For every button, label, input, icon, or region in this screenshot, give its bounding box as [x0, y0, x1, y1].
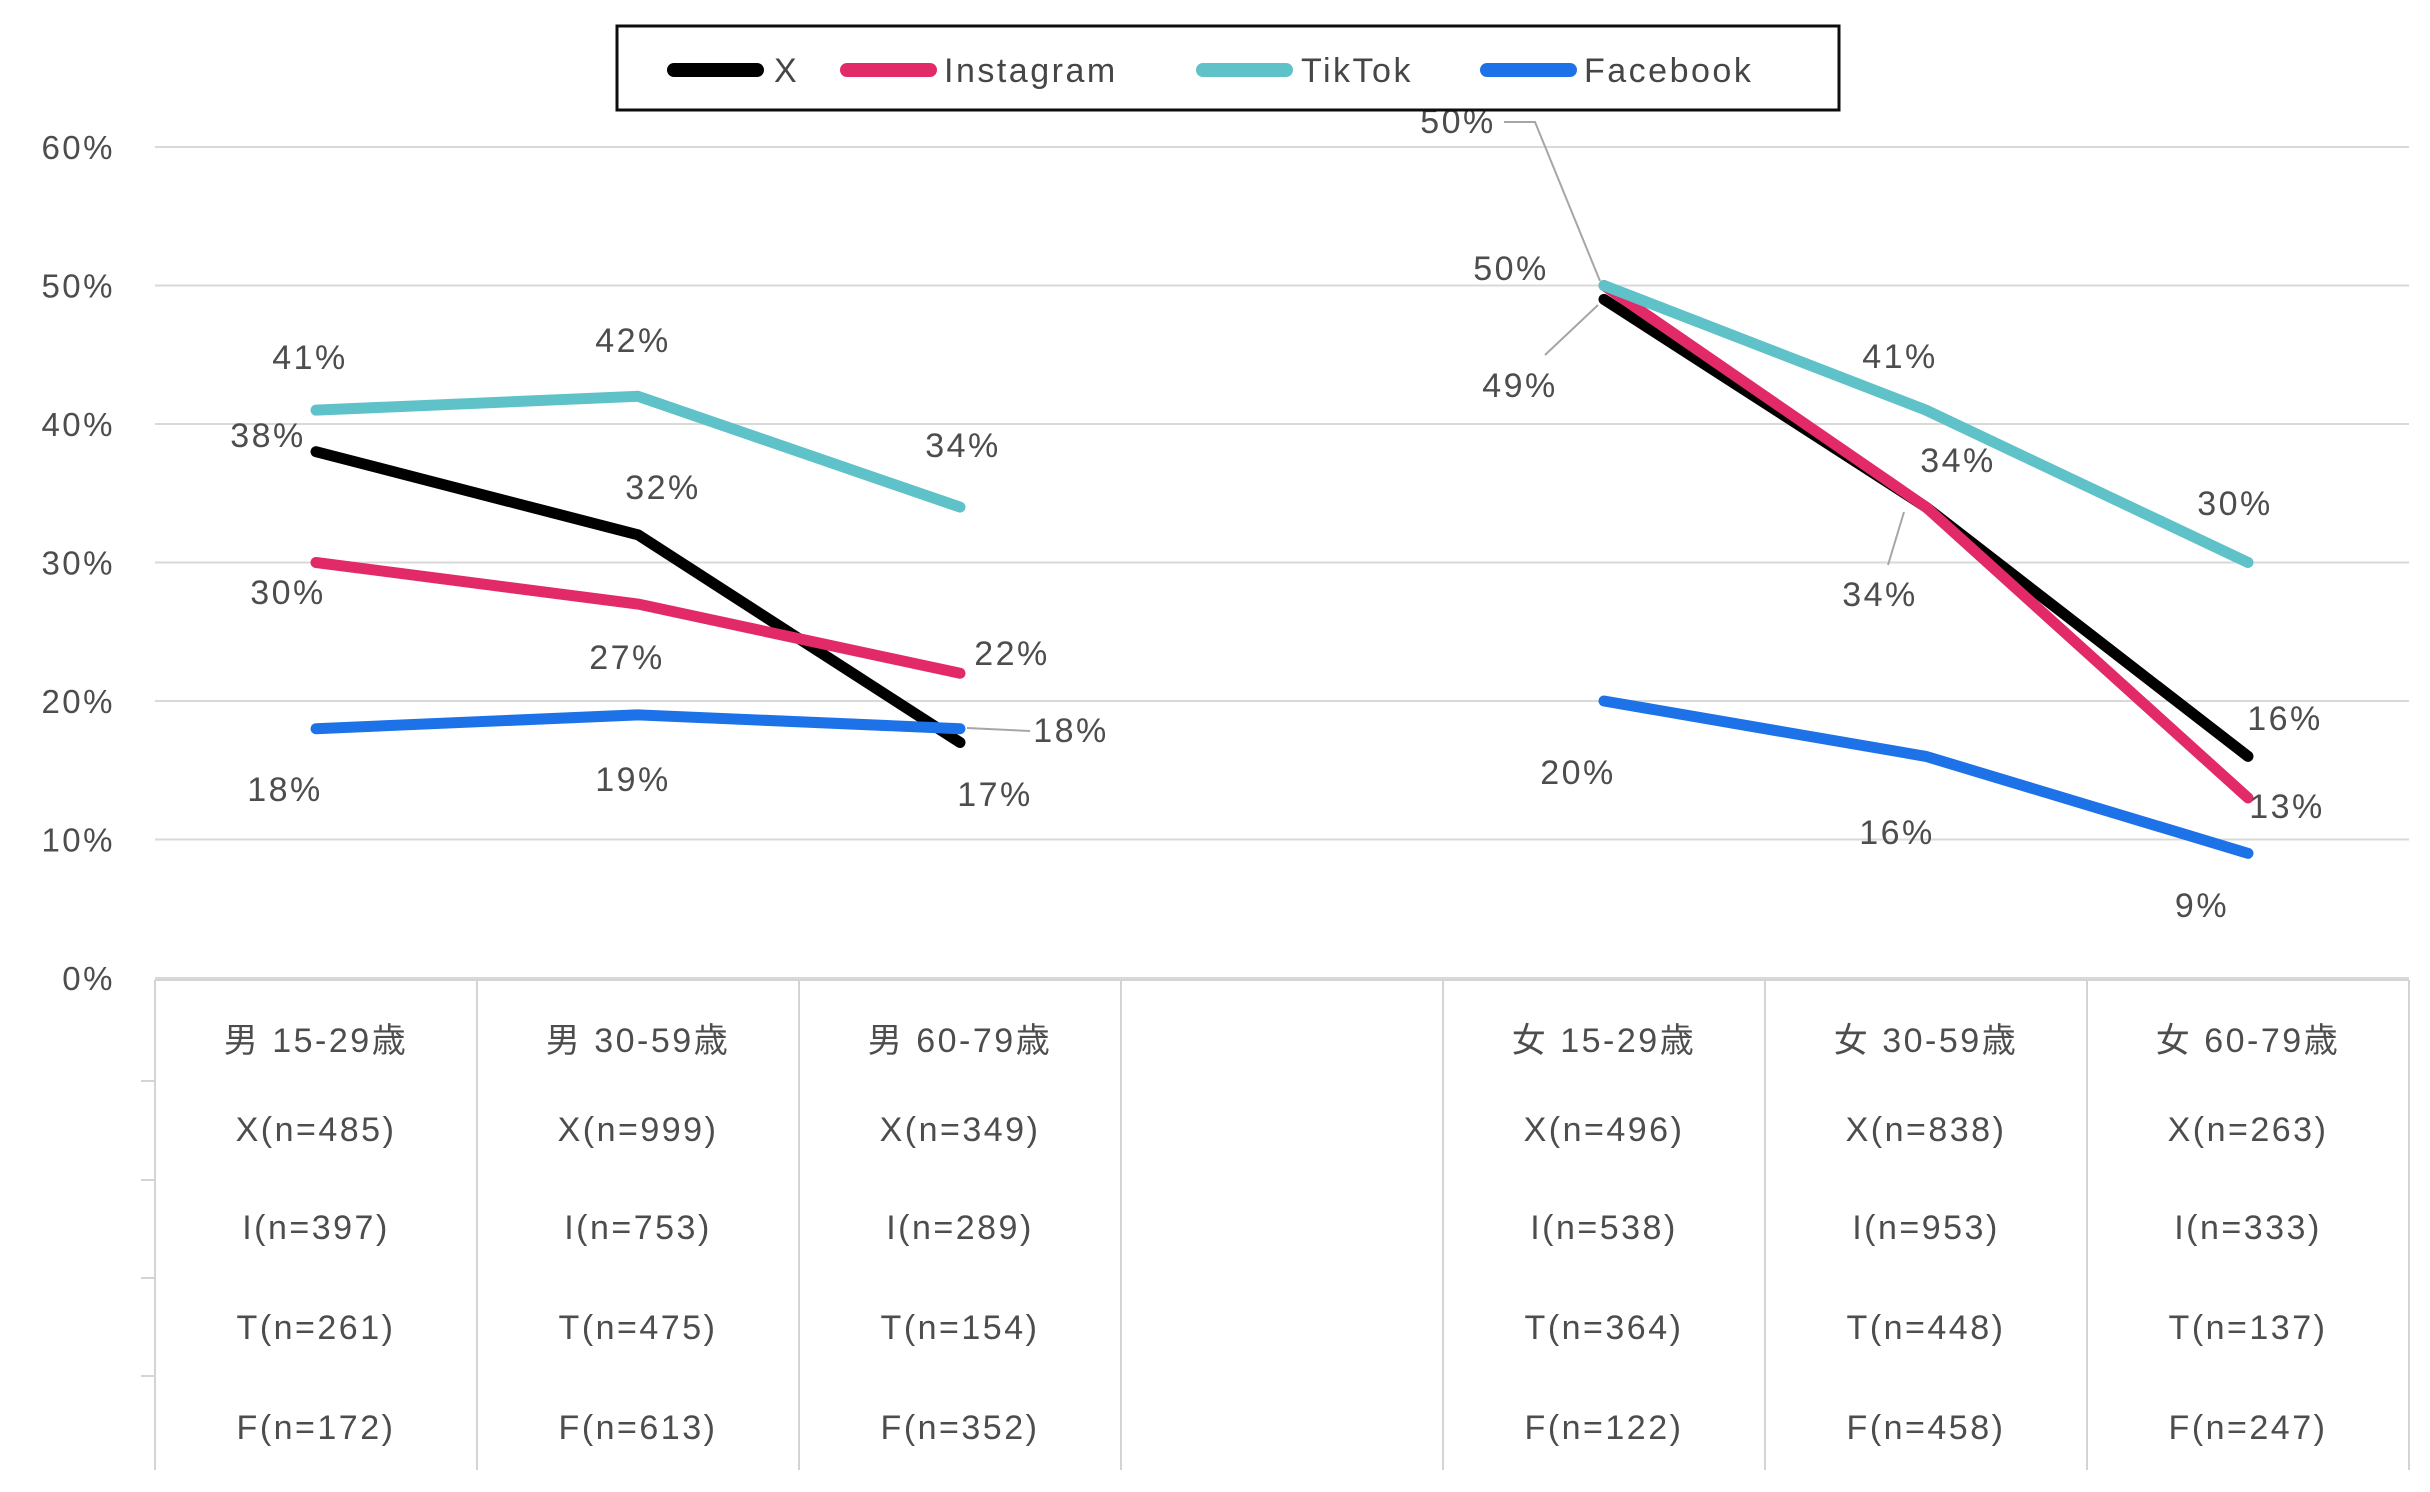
data-label-facebook: 9% [2175, 887, 2229, 925]
tiktok-line-swatch [1196, 63, 1293, 77]
legend-label-instagram: Instagram [944, 52, 1118, 90]
series-line-facebook [310, 709, 966, 735]
legend-item-facebook: Facebook [1480, 52, 1753, 90]
data-labels: 38% 32% 17% 49% 34% 16% 30% 27% 22% 50% 34% 13% 41% 4… [230, 103, 2325, 925]
category-header: 女 30-59歳 [1834, 1022, 2018, 1060]
y-tick-label: 60% [41, 129, 115, 166]
sample-size-cell: X(n=838) [1846, 1111, 2007, 1149]
sample-size-cell: I(n=289) [886, 1209, 1034, 1247]
legend-item-x: X [667, 52, 799, 90]
sample-size-cell: X(n=349) [880, 1111, 1041, 1149]
data-label-tiktok: 41% [1862, 338, 1938, 376]
data-label-facebook: 19% [595, 761, 671, 799]
sample-size-cell: T(n=364) [1525, 1309, 1684, 1347]
data-label-instagram: 34% [1920, 442, 1996, 480]
legend-item-instagram: Instagram [840, 52, 1118, 90]
y-tick-label: 30% [41, 545, 115, 582]
category-header: 女 60-79歳 [2156, 1022, 2340, 1060]
sample-size-cell: T(n=137) [2169, 1309, 2328, 1347]
data-label-tiktok: 41% [272, 339, 348, 377]
data-label-x: 38% [230, 417, 306, 455]
sample-size-cell: F(n=172) [237, 1409, 396, 1447]
leader-line [966, 727, 1031, 732]
data-label-tiktok: 30% [2197, 485, 2273, 523]
series-line-tiktok [1598, 280, 2254, 568]
data-label-instagram: 30% [250, 574, 326, 612]
data-label-x: 49% [1482, 367, 1558, 405]
legend-item-tiktok: TikTok [1196, 52, 1413, 90]
y-tick-label: 50% [41, 268, 115, 305]
series-line-facebook [1598, 695, 2254, 859]
data-label-x: 16% [2247, 700, 2323, 738]
data-label-tiktok: 34% [925, 427, 1001, 465]
leader-line [1887, 511, 1905, 566]
y-tick-label: 10% [41, 822, 115, 859]
leader-lines [966, 121, 1905, 732]
y-tick-label: 20% [41, 683, 115, 720]
data-label-tiktok: 42% [595, 322, 671, 360]
category-table: 男 15-29歳 X(n=485) I(n=397) T(n=261) F(n=172)… [141, 979, 2410, 1470]
series-line-instagram [310, 557, 966, 679]
series-line-instagram [1598, 280, 2254, 804]
data-label-tiktok: 50% [1473, 250, 1549, 288]
series-line-x [310, 446, 966, 749]
y-tick-label: 40% [41, 406, 115, 443]
legend-label-x: X [774, 52, 799, 90]
category-header: 男 60-79歳 [868, 1022, 1052, 1060]
data-label-facebook: 18% [1033, 712, 1109, 750]
sample-size-cell: T(n=261) [237, 1309, 396, 1347]
legend: X Instagram TikTok Facebook [615, 24, 1841, 112]
sample-size-cell: T(n=154) [881, 1309, 1040, 1347]
sample-size-cell: X(n=485) [236, 1111, 397, 1149]
legend-label-tiktok: TikTok [1301, 52, 1413, 90]
sample-size-cell: X(n=999) [558, 1111, 719, 1149]
facebook-line-swatch [1480, 63, 1577, 77]
series-line-tiktok [310, 390, 966, 513]
sample-size-cell: T(n=475) [559, 1309, 718, 1347]
sample-size-cell: F(n=458) [1847, 1409, 2006, 1447]
sample-size-cell: X(n=263) [2168, 1111, 2329, 1149]
data-label-x: 34% [1842, 576, 1918, 614]
sample-size-cell: I(n=333) [2174, 1209, 2322, 1247]
sample-size-cell: X(n=496) [1524, 1111, 1685, 1149]
data-label-instagram: 27% [589, 639, 665, 677]
sample-size-cell: I(n=397) [242, 1209, 390, 1247]
leader-line [1544, 304, 1599, 356]
data-label-instagram: 13% [2249, 788, 2325, 826]
data-label-x: 32% [625, 469, 701, 507]
leader-line [1504, 121, 1601, 282]
sample-size-cell: F(n=122) [1525, 1409, 1684, 1447]
y-axis-labels: 60% 50% 40% 30% 20% 10% 0% [41, 129, 115, 997]
sample-size-cell: F(n=352) [881, 1409, 1040, 1447]
category-header: 女 15-29歳 [1512, 1022, 1696, 1060]
data-label-instagram: 22% [974, 635, 1050, 673]
data-label-facebook: 20% [1540, 754, 1616, 792]
series-lines [310, 280, 2254, 859]
gridlines [155, 146, 2409, 979]
x-line-swatch [667, 63, 764, 77]
category-header: 男 30-59歳 [546, 1022, 730, 1060]
y-tick-label: 0% [62, 960, 115, 997]
data-label-facebook: 18% [247, 771, 323, 809]
data-label-x: 17% [957, 776, 1033, 814]
sample-size-cell: T(n=448) [1847, 1309, 2006, 1347]
instagram-line-swatch [840, 63, 937, 77]
sample-size-cell: F(n=247) [2169, 1409, 2328, 1447]
sample-size-cell: I(n=538) [1530, 1209, 1678, 1247]
data-label-facebook: 16% [1859, 814, 1935, 852]
sample-size-cell: F(n=613) [559, 1409, 718, 1447]
sample-size-cell: I(n=953) [1852, 1209, 2000, 1247]
category-header: 男 15-29歳 [224, 1022, 408, 1060]
sample-size-cell: I(n=753) [564, 1209, 712, 1247]
legend-label-facebook: Facebook [1584, 52, 1753, 90]
